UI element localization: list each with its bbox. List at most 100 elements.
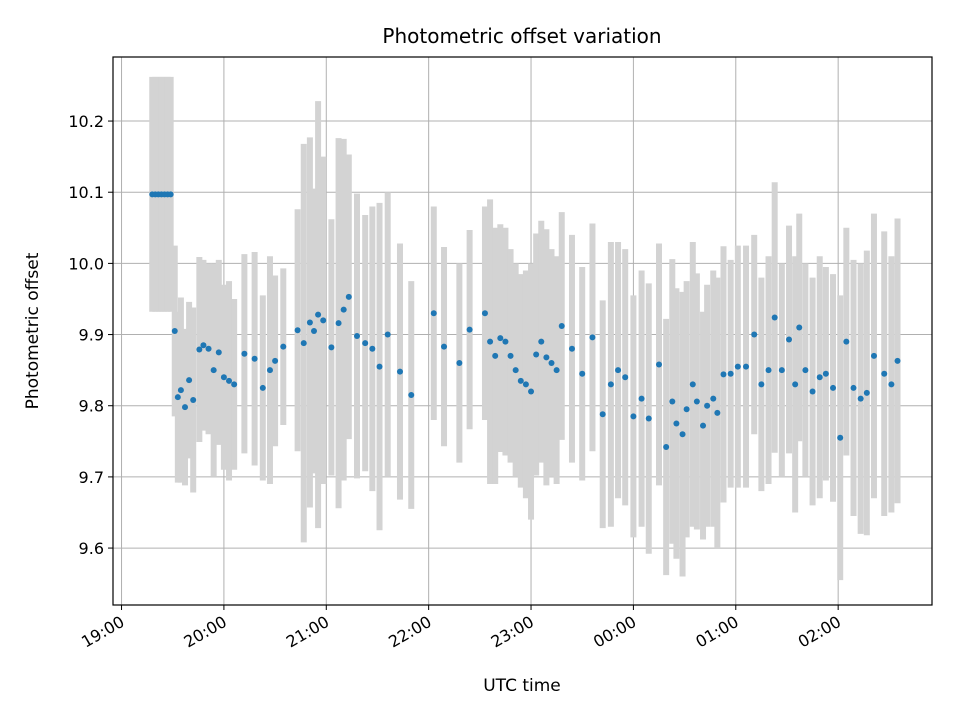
data-point xyxy=(622,374,629,381)
data-point xyxy=(700,422,707,429)
data-point xyxy=(579,370,586,377)
data-point xyxy=(710,395,717,402)
y-tick-label: 9.8 xyxy=(79,397,104,416)
data-point xyxy=(335,320,342,327)
data-point xyxy=(182,404,189,411)
data-point xyxy=(679,431,686,438)
data-point xyxy=(196,346,203,353)
data-point xyxy=(441,343,448,350)
data-point xyxy=(466,326,473,333)
data-point xyxy=(430,310,437,317)
plot-frame xyxy=(112,56,933,606)
data-point xyxy=(310,328,317,334)
data-point xyxy=(533,351,540,358)
data-point xyxy=(615,367,622,374)
data-point xyxy=(280,343,287,350)
chart-title: Photometric offset variation xyxy=(382,24,661,48)
data-point xyxy=(502,338,509,345)
data-points xyxy=(149,191,901,451)
data-point xyxy=(345,293,352,300)
data-point xyxy=(743,363,750,370)
data-point xyxy=(714,409,721,416)
data-point xyxy=(340,306,347,313)
y-axis-label: Photometric offset xyxy=(23,252,43,409)
x-axis-label: UTC time xyxy=(483,676,561,696)
data-point xyxy=(507,352,514,359)
data-point xyxy=(266,367,273,374)
data-point xyxy=(734,363,741,370)
data-point xyxy=(693,398,700,405)
data-point xyxy=(220,374,227,381)
data-point xyxy=(778,367,785,374)
data-point xyxy=(320,317,327,324)
data-point xyxy=(300,340,307,347)
data-point xyxy=(528,388,535,395)
data-point xyxy=(251,355,258,362)
data-point xyxy=(607,381,614,388)
data-point xyxy=(843,338,850,345)
data-point xyxy=(205,345,212,352)
data-point xyxy=(543,354,550,361)
data-point xyxy=(669,398,676,405)
data-point xyxy=(809,388,816,395)
y-tick-label: 10.1 xyxy=(68,183,104,202)
y-axis-ticks: 9.6 9.7 9.8 9.9 10.0 10.1 10.2 xyxy=(68,112,113,558)
data-point xyxy=(589,334,596,341)
data-point xyxy=(548,360,555,367)
data-point xyxy=(167,191,174,198)
data-point xyxy=(850,384,857,391)
data-point xyxy=(673,420,680,427)
data-point xyxy=(487,338,494,345)
data-point xyxy=(226,377,233,384)
data-point xyxy=(568,345,575,352)
data-point xyxy=(517,377,524,384)
data-point xyxy=(396,368,403,375)
data-point xyxy=(492,352,499,359)
data-point xyxy=(294,327,301,334)
data-point xyxy=(704,402,711,409)
data-point xyxy=(816,374,823,381)
data-point xyxy=(259,384,266,391)
data-point xyxy=(837,434,844,441)
data-point xyxy=(663,444,670,451)
data-point xyxy=(328,344,335,351)
data-point xyxy=(481,310,488,317)
data-point xyxy=(683,406,690,413)
data-point xyxy=(306,319,313,326)
data-point xyxy=(751,331,758,338)
data-point xyxy=(272,357,279,364)
data-point xyxy=(174,394,181,401)
data-point xyxy=(558,323,565,330)
data-point xyxy=(792,381,799,388)
data-point xyxy=(231,381,238,388)
data-point xyxy=(512,367,519,374)
data-point xyxy=(177,387,184,394)
data-point xyxy=(786,336,793,343)
data-point xyxy=(215,349,222,356)
data-point xyxy=(538,338,545,345)
data-point xyxy=(456,360,463,367)
data-point xyxy=(315,311,322,318)
data-point xyxy=(881,370,888,377)
data-point xyxy=(522,381,529,388)
data-point xyxy=(369,345,376,352)
data-point xyxy=(384,331,391,338)
data-point xyxy=(870,352,877,359)
data-point xyxy=(796,324,803,331)
data-point xyxy=(888,381,895,388)
y-tick-label: 10.0 xyxy=(68,254,104,273)
data-point xyxy=(630,413,637,420)
data-point xyxy=(353,332,360,339)
data-point xyxy=(376,363,383,370)
data-point xyxy=(171,328,178,334)
data-point xyxy=(727,370,734,377)
data-point xyxy=(497,335,504,342)
data-point xyxy=(720,371,727,378)
data-point xyxy=(830,384,837,391)
data-point xyxy=(689,381,696,388)
data-point xyxy=(894,357,901,364)
data-point xyxy=(758,381,765,388)
data-point xyxy=(822,370,829,377)
